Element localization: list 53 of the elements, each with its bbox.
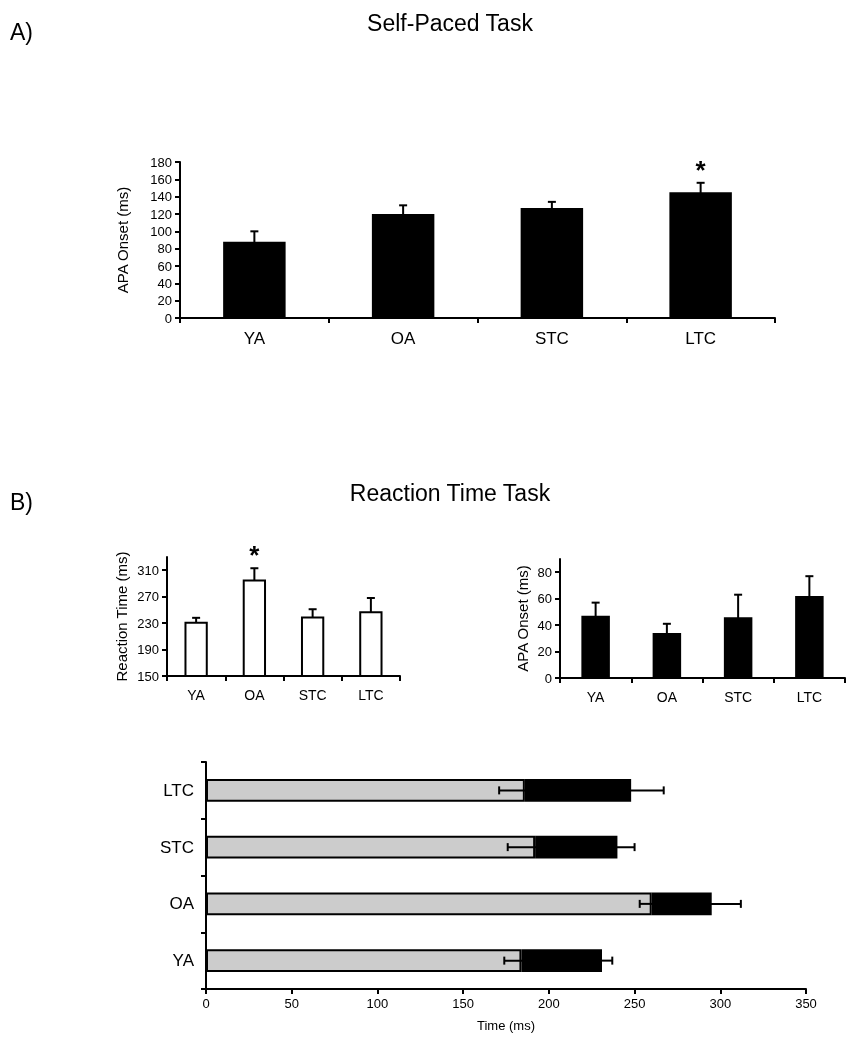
y-axis-title: APA Onset (ms) (114, 186, 131, 294)
y-tick-label: 80 (537, 564, 552, 580)
y-tick-label: 0 (164, 310, 172, 326)
x-tick-label: OA (390, 329, 417, 348)
y-tick-label: 160 (150, 171, 172, 187)
text: B) (10, 488, 33, 515)
annotation: * (249, 540, 261, 571)
x-tick-label: 300 (709, 996, 732, 1011)
x-tick-label: 50 (284, 996, 299, 1011)
y-tick-label: 180 (150, 154, 172, 170)
x-tick-label: 200 (538, 996, 560, 1011)
x-tick-label: LTC (358, 687, 384, 703)
y-tick-label: 140 (150, 189, 172, 205)
x-tick-label: 250 (623, 996, 646, 1011)
y-tick-label: 60 (537, 591, 552, 607)
y-axis-title: Reaction Time (ms) (113, 551, 130, 682)
x-tick-label: OA (244, 687, 266, 703)
y-tick-label: 230 (137, 615, 159, 631)
y-tick-label: 190 (137, 642, 159, 658)
y-tick-label: STC (160, 837, 194, 857)
y-tick-label: 60 (157, 258, 172, 274)
y-tick-label: 20 (157, 293, 172, 309)
x-axis-title: Time (ms) (476, 1018, 536, 1033)
x-tick-label: LTC (796, 689, 823, 705)
x-tick-label: STC (724, 689, 753, 705)
y-axis-title: APA Onset (ms) (514, 565, 531, 672)
annotation: * (695, 154, 707, 185)
y-tick-label: LTC (163, 780, 194, 800)
y-tick-label: 40 (537, 617, 552, 633)
x-tick-label: 100 (366, 996, 389, 1011)
chart-title: Self-Paced Task (367, 9, 534, 36)
y-tick-label: 100 (150, 223, 172, 239)
text: A) (10, 18, 33, 45)
x-tick-label: YA (586, 689, 606, 705)
x-tick-label: YA (187, 687, 206, 703)
x-tick-label: YA (243, 329, 266, 348)
x-tick-label: 150 (452, 996, 474, 1011)
y-tick-label: 80 (157, 241, 172, 257)
y-tick-label: YA (172, 951, 195, 971)
x-tick-label: LTC (685, 329, 717, 348)
y-tick-label: 40 (157, 275, 172, 291)
x-tick-label: OA (656, 689, 678, 705)
y-tick-label: 270 (137, 589, 159, 605)
text: Reaction Time Task (349, 479, 551, 506)
x-tick-label: 0 (202, 996, 210, 1011)
y-tick-label: 150 (137, 668, 159, 684)
x-tick-label: STC (298, 687, 327, 703)
x-tick-label: 350 (795, 996, 817, 1011)
y-tick-label: 0 (544, 670, 552, 686)
y-tick-label: OA (169, 894, 195, 914)
y-tick-label: 120 (150, 206, 172, 222)
y-tick-label: 310 (137, 562, 159, 578)
y-tick-label: 20 (537, 644, 552, 660)
